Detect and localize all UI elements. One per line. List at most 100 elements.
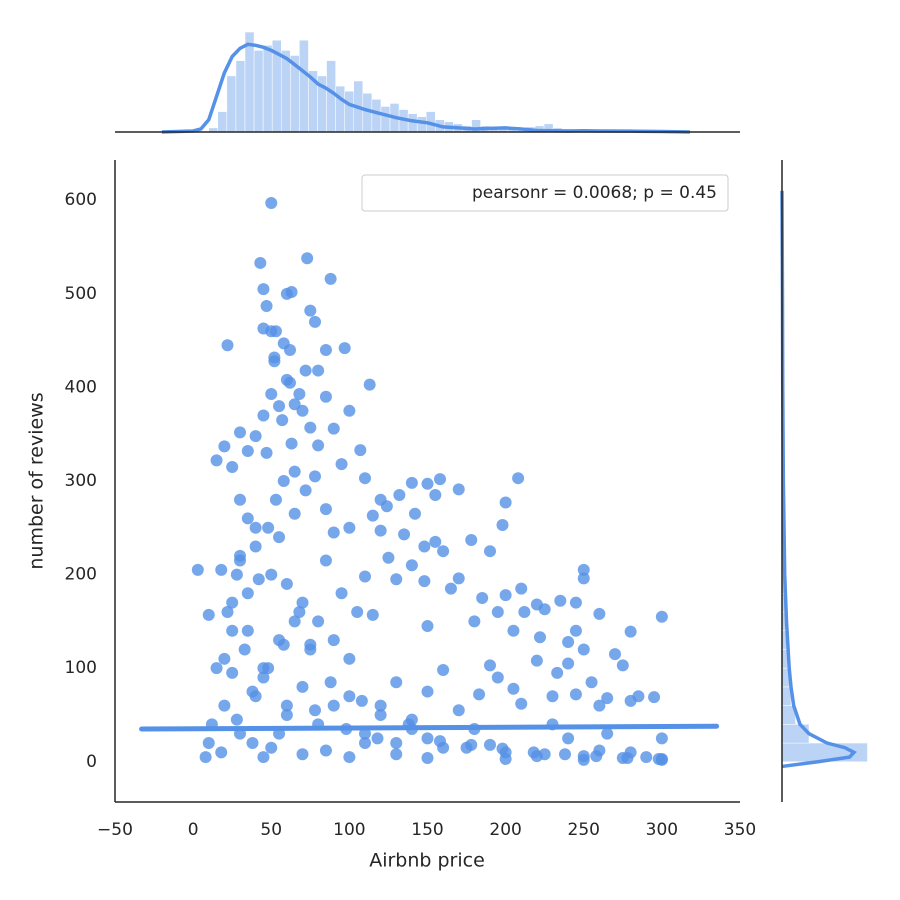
point [285,437,298,450]
point [359,570,371,583]
point [390,737,403,750]
point [324,676,337,689]
point [538,603,551,616]
point [569,624,582,637]
histogram-bar [380,106,391,133]
point [296,680,309,693]
point [343,690,356,703]
point [398,528,411,541]
point [319,554,332,567]
point [221,339,234,352]
point [319,343,332,356]
point [324,272,337,285]
point [354,444,367,457]
point [296,748,309,761]
point [421,685,434,698]
point [421,477,434,490]
histogram-bar [244,31,255,133]
point [202,737,215,750]
point [507,624,520,637]
point [252,573,265,586]
point [221,606,234,619]
y-tick-label: 500 [65,284,97,304]
point [249,540,262,553]
point [254,256,267,269]
point [273,531,286,544]
point [265,568,278,581]
x-tick-label: 200 [489,820,521,840]
point [327,422,340,435]
x-tick-label: 300 [646,820,678,840]
point [299,484,312,497]
point [655,732,668,745]
point [405,559,418,572]
point [465,738,478,751]
point [343,404,356,417]
point [452,572,465,585]
point [562,732,575,745]
y-tick-label: 600 [65,190,97,210]
point [616,659,629,672]
point [593,607,606,620]
point [374,699,387,712]
point [434,473,446,486]
point [226,624,239,637]
point [363,378,376,391]
y-tick-label: 0 [86,752,97,772]
y-tick-label: 200 [65,565,97,585]
point [585,676,598,689]
point [418,575,431,588]
point [293,606,306,619]
point [343,652,356,665]
point [382,551,395,564]
point [621,752,634,765]
point [437,545,450,558]
point [312,439,325,452]
point [577,643,590,656]
kde-line [161,42,691,134]
point [468,615,481,628]
point [421,752,434,765]
point [226,666,239,679]
point [285,285,298,298]
point [421,620,434,633]
point [277,475,290,487]
point [366,608,379,621]
point [429,535,442,548]
point [230,713,243,726]
point [359,727,371,740]
histogram-bar [326,60,336,133]
point [273,400,286,413]
point [304,643,317,656]
point [296,596,309,609]
histogram-bar [226,75,237,133]
point [546,690,559,703]
point [359,737,371,750]
point [268,355,281,368]
point [491,606,504,619]
histogram-bar [281,50,291,133]
point [327,526,340,539]
point [296,404,309,417]
point [309,704,321,717]
point [269,325,282,338]
point [215,563,228,576]
point [577,750,590,763]
point [512,472,525,485]
point [551,666,564,679]
point [288,507,301,520]
point [288,615,301,628]
histogram-bar [253,50,264,133]
point [437,664,450,677]
point [507,682,520,695]
point [515,697,528,710]
point [327,699,340,712]
y-axis-label: number of reviews [26,392,48,569]
x-tick-label: 50 [260,820,282,840]
point [609,648,621,661]
point [429,489,442,502]
kde-line [780,190,857,769]
point [335,458,348,471]
